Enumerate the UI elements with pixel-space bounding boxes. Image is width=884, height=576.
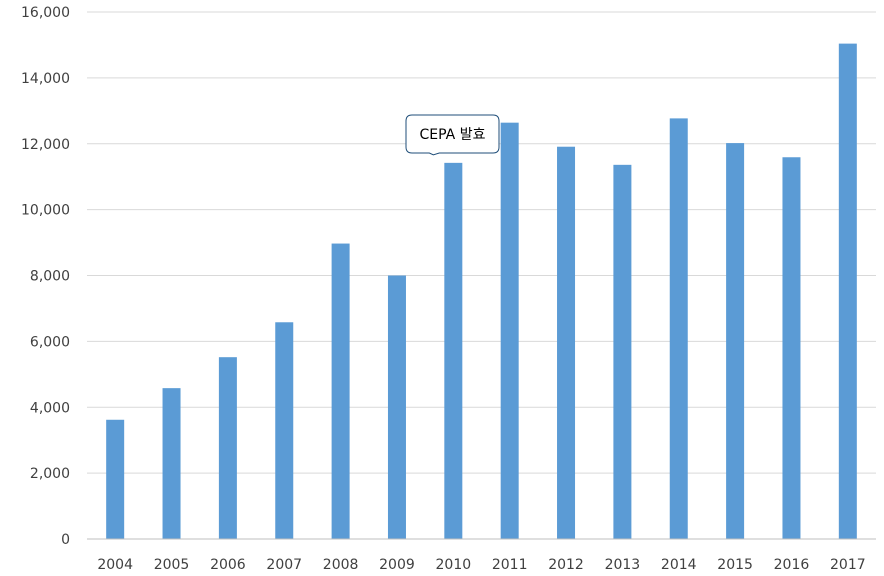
callout-bubble [405,114,500,156]
bar-2011 [500,122,519,540]
bar-2004 [106,419,125,539]
y-tick-label: 10,000 [21,203,70,219]
y-tick-label: 12,000 [21,137,70,153]
bar-2009 [387,275,406,539]
y-axis-ticks: 0 2,000 4,000 6,000 8,000 10,000 12,000 14,000 1… [21,5,70,548]
callout-label: CEPA 발효 [420,127,486,143]
y-tick-label: 8,000 [30,269,70,285]
x-tick-label: 2008 [323,557,359,573]
bar-2014 [669,118,688,539]
y-tick-label: 4,000 [30,400,70,416]
bar-2006 [218,357,237,539]
y-tick-label: 16,000 [21,5,70,21]
x-tick-label: 2006 [210,557,246,573]
y-tick-label: 2,000 [30,466,70,482]
bar-2013 [613,164,632,539]
x-tick-label: 2015 [717,557,753,573]
y-tick-label: 6,000 [30,334,70,350]
bar-2015 [726,143,745,539]
x-tick-label: 2010 [436,557,472,573]
x-tick-label: 2012 [548,557,584,573]
x-tick-label: 2017 [830,557,866,573]
bar-2016 [782,157,801,539]
x-tick-label: 2011 [492,557,528,573]
x-tick-label: 2004 [97,557,133,573]
bar-2007 [275,322,294,539]
x-axis-ticks: 2004 2005 2006 2007 2008 2009 2010 2011 2012 2013… [97,557,865,573]
x-tick-label: 2007 [266,557,302,573]
bar-2012 [557,146,576,540]
bar-2008 [331,243,350,539]
callout-annotation: CEPA 발효 [405,114,500,156]
bars [106,43,857,540]
x-tick-label: 2005 [154,557,190,573]
bar-2005 [162,388,181,539]
bar-2017 [838,43,857,540]
gridlines [87,11,876,474]
x-tick-label: 2014 [661,557,697,573]
x-tick-label: 2009 [379,557,415,573]
y-tick-label: 0 [61,532,70,548]
bar-2010 [444,162,463,539]
x-tick-label: 2016 [774,557,810,573]
x-tick-label: 2013 [605,557,641,573]
y-tick-label: 14,000 [21,71,70,87]
